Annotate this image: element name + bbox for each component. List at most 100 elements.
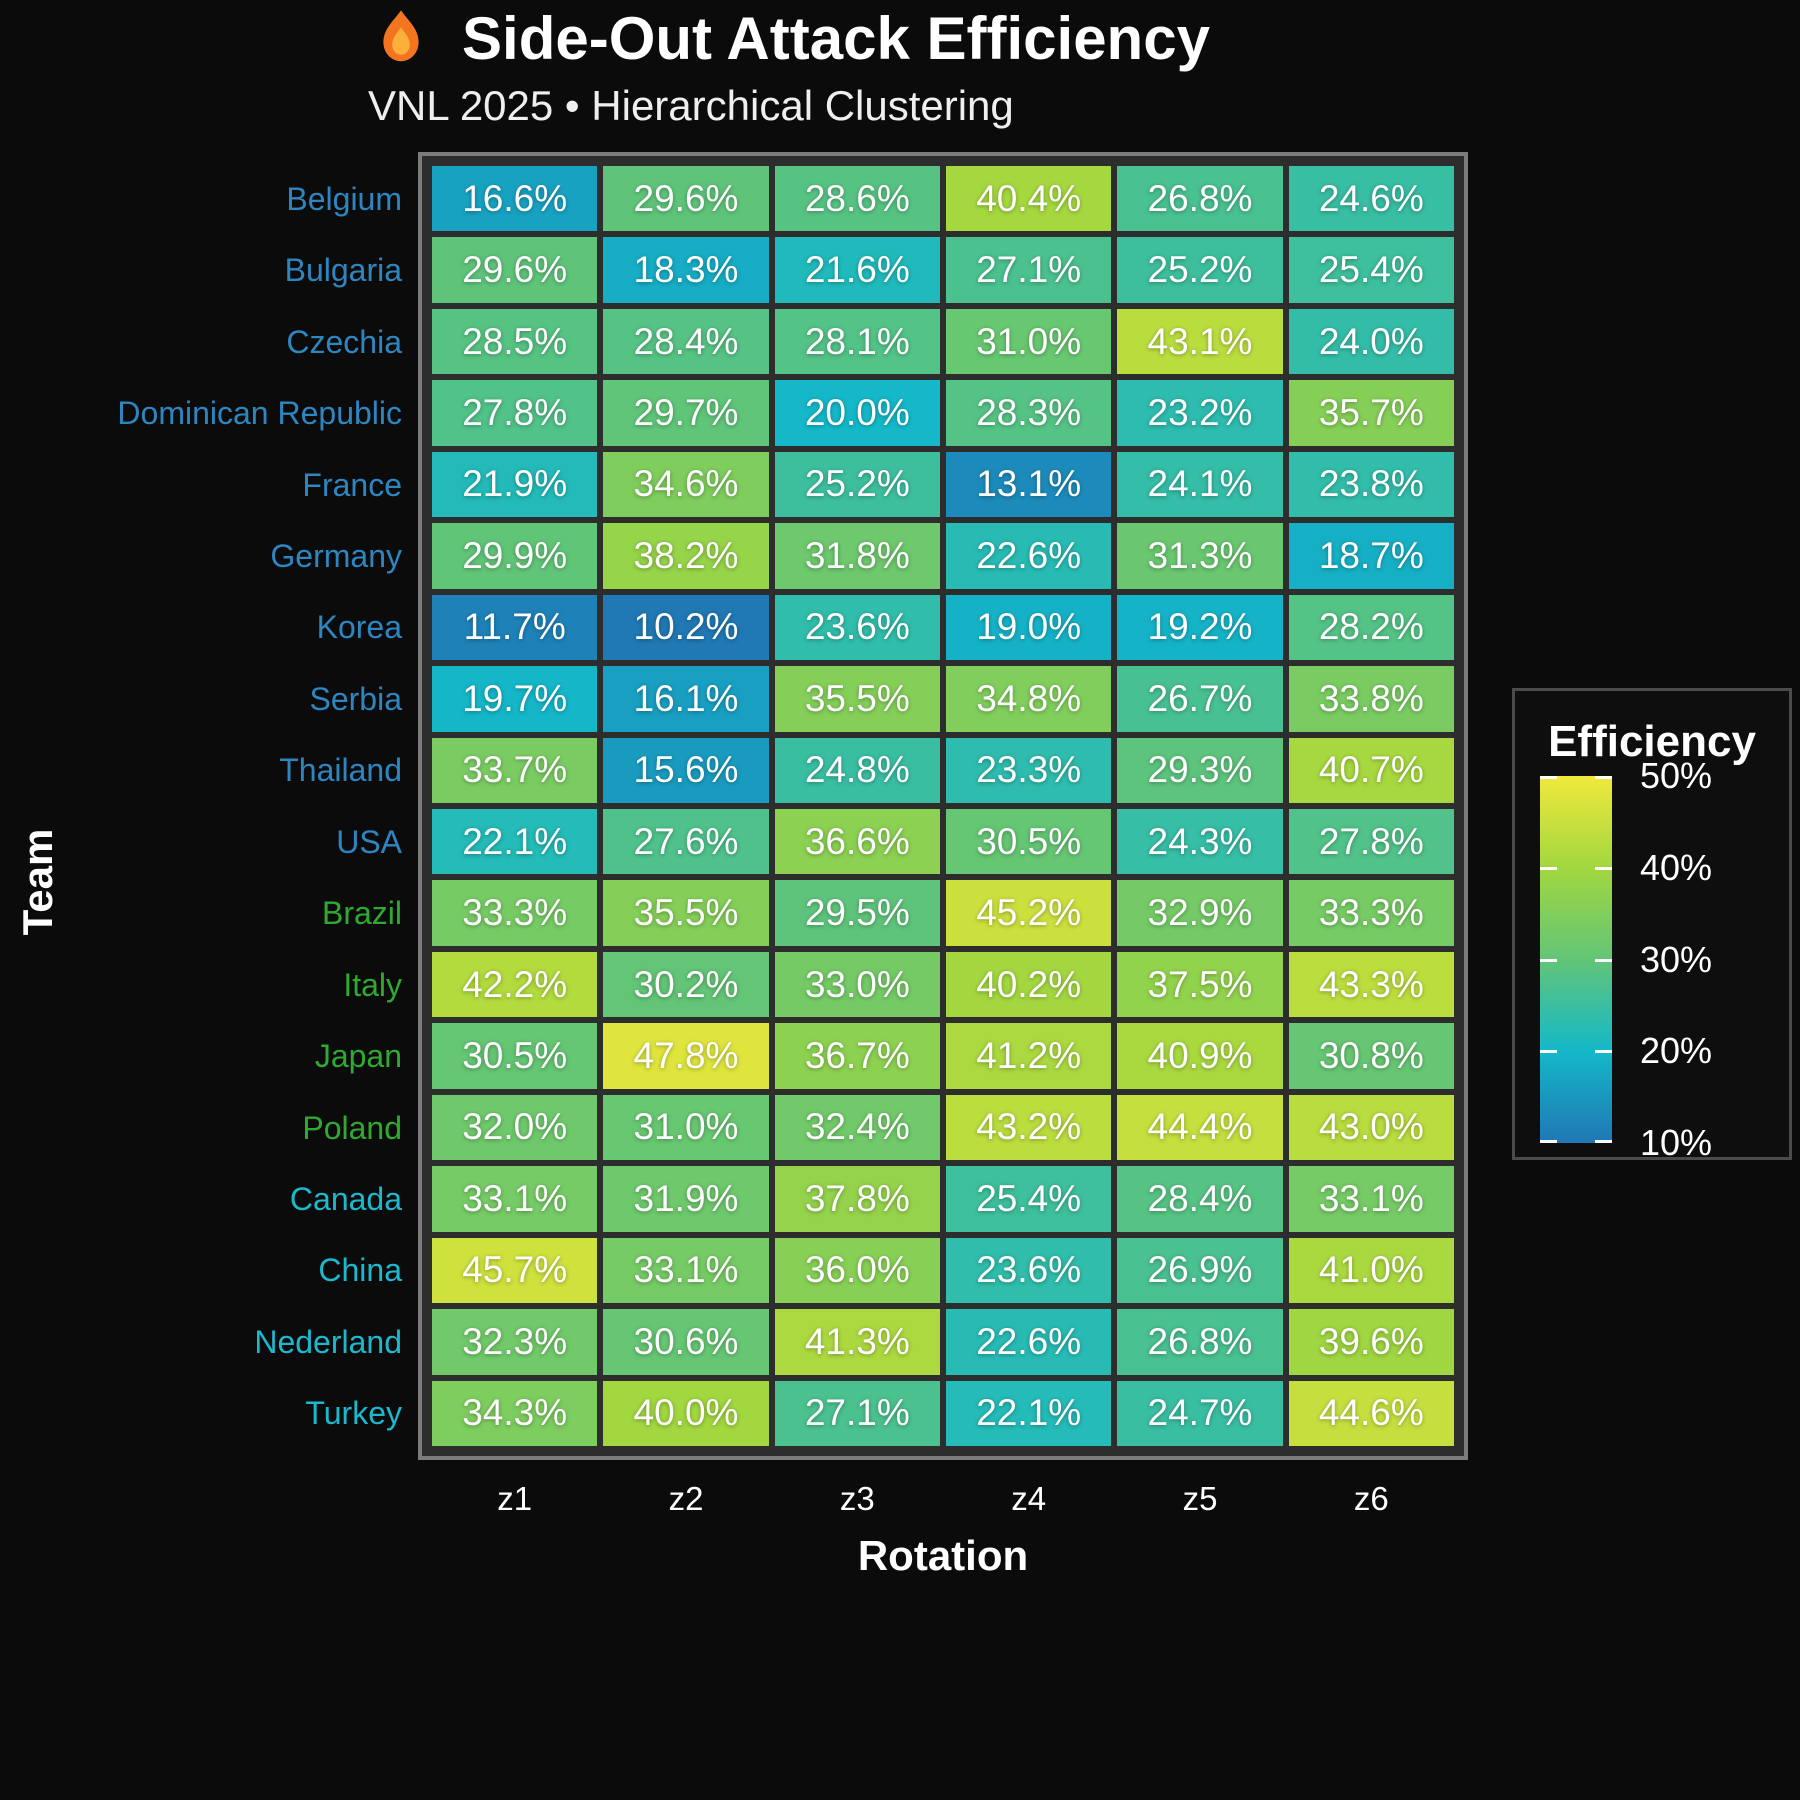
colorbar-gradient [1540,776,1612,1143]
rotation-label: z5 [1182,1480,1218,1517]
heatmap-cell: 43.1% [1117,308,1283,375]
colorbar-tick-mark [1540,1050,1557,1054]
heatmap-cell: 22.6% [945,1309,1112,1375]
heatmap-cell: 34.3% [432,1380,598,1446]
heatmap-cell: 28.2% [1288,594,1454,661]
heatmap-cell: 32.9% [1117,880,1283,946]
heatmap-cell: 25.2% [774,451,940,518]
colorbar-tick-label: 30% [1640,938,1713,980]
team-label: Brazil [321,895,402,932]
team-label: Korea [316,609,402,646]
rotation-label: z3 [839,1480,875,1517]
colorbar-tick-label: 10% [1640,1122,1713,1163]
heatmap-cell: 31.8% [774,523,940,589]
heatmap-cell: 16.1% [603,666,769,732]
colorbar-tick-mark [1540,776,1557,779]
heatmap-cell: 28.6% [774,166,940,232]
heatmap-cell: 33.0% [774,951,940,1018]
heatmap-cell: 33.1% [432,1166,598,1232]
heatmap-cell: 41.2% [945,1023,1112,1089]
heatmap-cell: 41.0% [1288,1237,1454,1304]
heatmap-cell: 41.3% [774,1309,940,1375]
colorbar-legend: Efficiency 50% 40% 30% 20% 10% [1512,688,1792,1163]
heatmap-cell: 26.8% [1117,166,1283,232]
flame-icon [368,6,434,72]
colorbar-tick-mark [1595,958,1612,962]
heatmap-cell: 35.5% [774,666,940,732]
heatmap-cell: 23.3% [945,737,1112,803]
heatmap-cell: 37.5% [1117,951,1283,1018]
colorbar-tick-label: 50% [1640,755,1713,796]
heatmap-cell: 34.6% [603,451,769,518]
heatmap-cell: 26.8% [1117,1309,1283,1375]
heatmap-cell: 33.7% [432,737,598,803]
heatmap-cell: 30.5% [432,1023,598,1089]
team-label: Belgium [286,180,402,217]
heatmap-grid: 16.6% 29.6% 28.6% 40.4% 26.8% 24.6% 29.6% 18.3%… [432,166,1454,1446]
heatmap-cell: 21.6% [774,237,940,303]
heatmap-cell: 23.8% [1288,451,1454,518]
heatmap-cell: 19.7% [432,666,598,732]
team-label: Serbia [309,680,403,717]
heatmap-cell: 27.8% [432,380,598,446]
team-label: Czechia [286,323,402,360]
heatmap-cell: 19.2% [1117,594,1283,661]
heatmap-cell: 32.3% [432,1309,598,1375]
heatmap-cell: 22.1% [432,808,598,875]
heatmap-cell: 36.6% [774,808,940,875]
team-label: Turkey [305,1395,402,1432]
heatmap-cell: 31.9% [603,1166,769,1232]
heatmap-cell: 29.5% [774,880,940,946]
heatmap-cell: 38.2% [603,523,769,589]
x-axis-tick-labels: z1 z2 z3 z4 z5 z6 [0,1482,1800,1526]
heatmap-cell: 47.8% [603,1023,769,1089]
heatmap-cell: 43.0% [1288,1094,1454,1161]
heatmap-cell: 24.3% [1117,808,1283,875]
heatmap-cell: 25.4% [1288,237,1454,303]
heatmap-cell: 28.4% [1117,1166,1283,1232]
heatmap-cell: 22.1% [945,1380,1112,1446]
heatmap-cell: 26.7% [1117,666,1283,732]
heatmap-cell: 34.8% [945,666,1112,732]
colorbar-tick-mark [1595,866,1612,870]
heatmap-cell: 43.2% [945,1094,1112,1161]
heatmap-cell: 16.6% [432,166,598,232]
team-label: USA [336,823,402,860]
heatmap-cell: 22.6% [945,523,1112,589]
heatmap-cell: 33.8% [1288,666,1454,732]
heatmap-cell: 29.3% [1117,737,1283,803]
colorbar-tick-label: 40% [1640,846,1713,888]
heatmap-cell: 44.4% [1117,1094,1283,1161]
heatmap-cell: 33.1% [603,1237,769,1304]
heatmap-cell: 31.0% [603,1094,769,1161]
heatmap-cell: 23.6% [774,594,940,661]
colorbar-tick-mark [1595,1050,1612,1054]
rotation-label: z6 [1353,1480,1389,1517]
heatmap-cell: 25.2% [1117,237,1283,303]
heatmap-cell: 27.8% [1288,808,1454,875]
heatmap-cell: 40.2% [945,951,1112,1018]
heatmap-cell: 32.4% [774,1094,940,1161]
y-axis-tick-labels: Belgium Bulgaria Czechia Dominican Republic… [0,0,402,1800]
team-label: Italy [343,966,402,1003]
legend-title: Efficiency [1548,717,1756,766]
rotation-label: z1 [497,1480,533,1517]
heatmap-cell: 36.7% [774,1023,940,1089]
heatmap-cell: 30.2% [603,951,769,1018]
heatmap-cell: 11.7% [432,594,598,661]
heatmap-cell: 10.2% [603,594,769,661]
x-axis-title: Rotation [857,1532,1029,1579]
heatmap-cell: 30.6% [603,1309,769,1375]
heatmap-cell: 33.3% [432,880,598,946]
heatmap-cell: 45.2% [945,880,1112,946]
colorbar-tick-mark [1540,1140,1557,1143]
heatmap-cell: 31.0% [945,308,1112,375]
heatmap-cell: 44.6% [1288,1380,1454,1446]
heatmap-cell: 30.5% [945,808,1112,875]
heatmap-cell: 24.7% [1117,1380,1283,1446]
heatmap-cell: 24.6% [1288,166,1454,232]
colorbar-tick-mark [1540,866,1557,870]
heatmap-cell: 35.7% [1288,380,1454,446]
heatmap-cell: 40.9% [1117,1023,1283,1089]
